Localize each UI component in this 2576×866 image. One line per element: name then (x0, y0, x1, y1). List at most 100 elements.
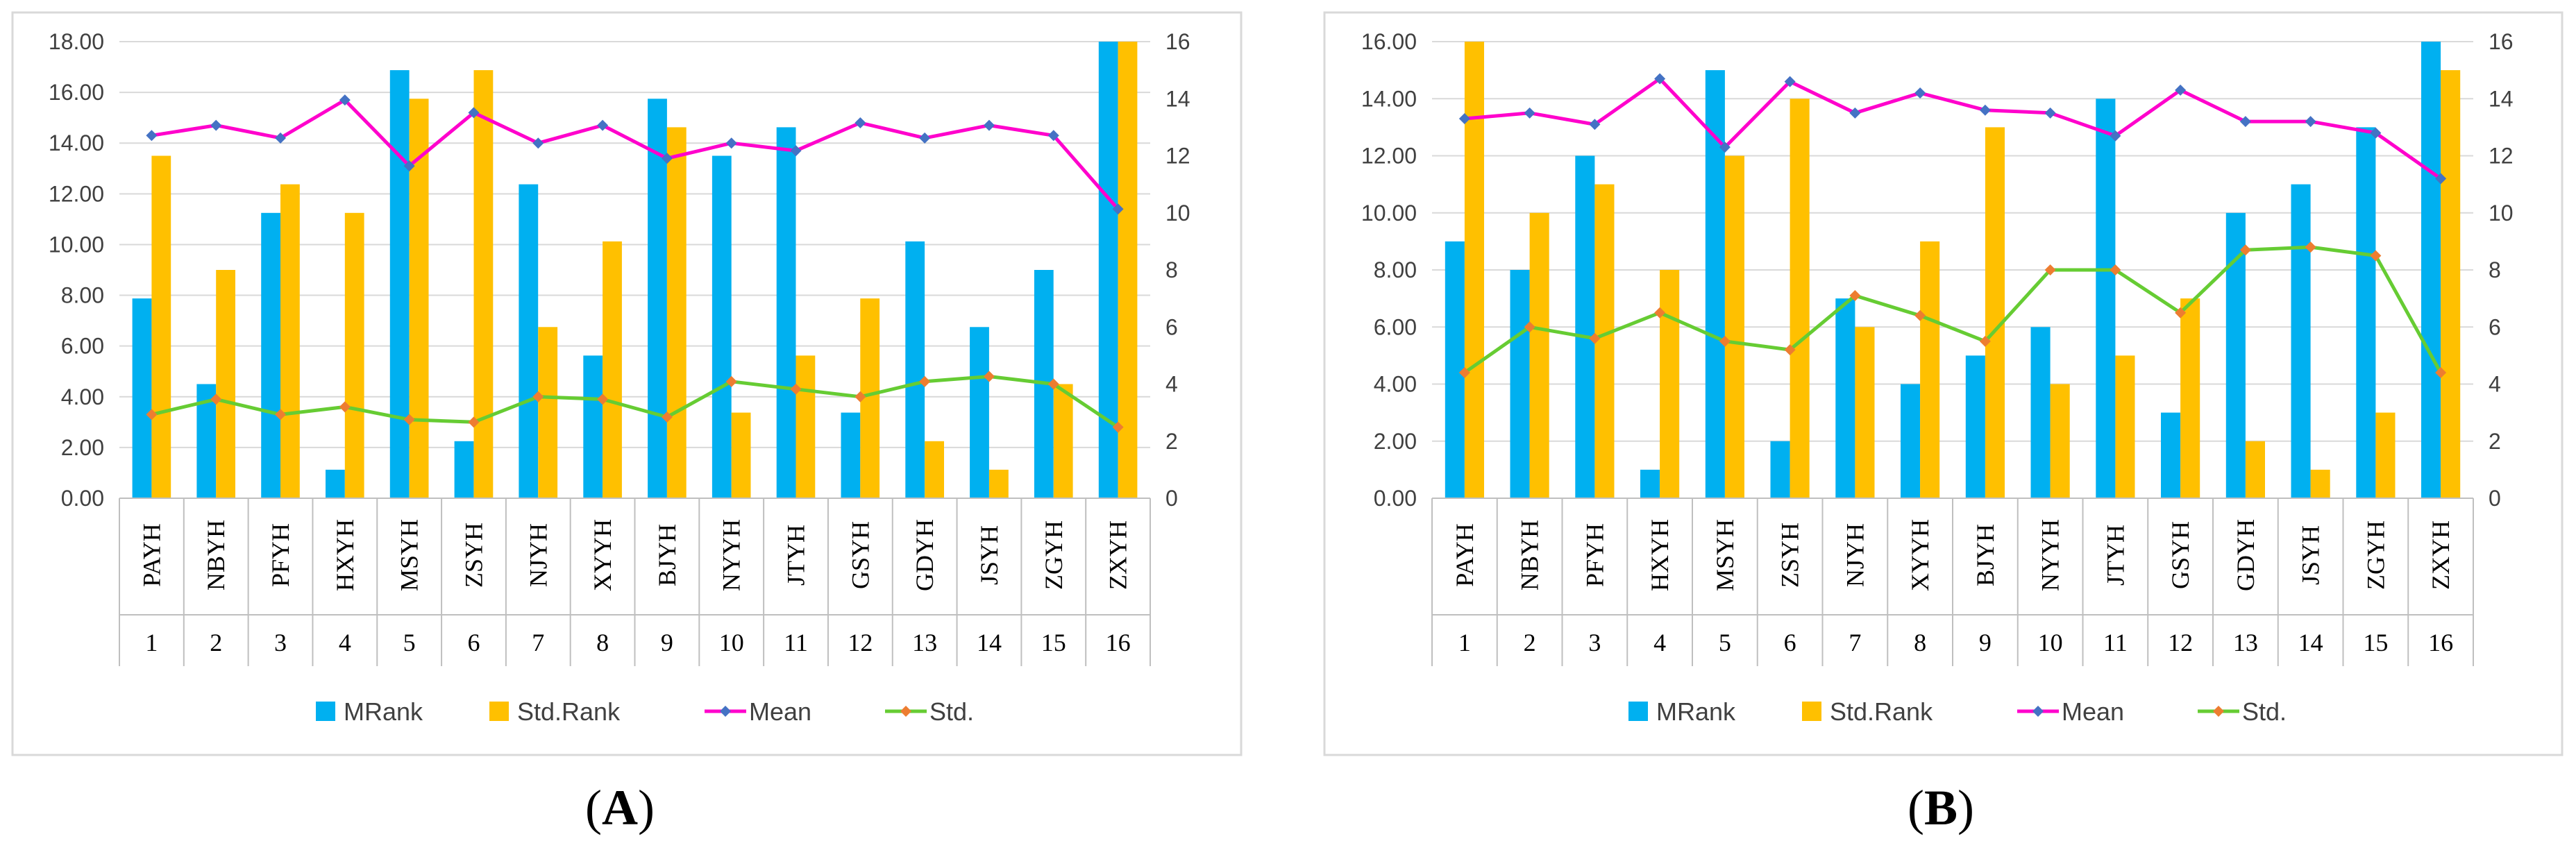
category-number: 15 (2363, 629, 2388, 656)
category-number: 6 (467, 629, 480, 656)
std-rank-bar (925, 441, 944, 499)
mean-point (2305, 116, 2316, 128)
category-label: ZSYH (1776, 523, 1804, 588)
category-number: 6 (1784, 629, 1796, 656)
mean-point (1979, 104, 1991, 116)
std-point (1719, 335, 1731, 347)
left-axis-tick-label: 4.00 (1374, 372, 1417, 397)
std-rank-bar (731, 412, 751, 498)
mrank-bar (1835, 298, 1855, 498)
mrank-bar (2161, 412, 2181, 498)
category-number: 10 (719, 629, 744, 656)
category-number: 11 (784, 629, 808, 656)
category-label: XYYH (589, 519, 616, 591)
std-point (919, 375, 931, 387)
caption-b-letter: B (1924, 780, 1958, 835)
right-axis-tick-label: 4 (2489, 372, 2501, 397)
std-point (1784, 344, 1796, 356)
mrank-bar (1575, 155, 1595, 498)
mrank-bar (776, 127, 796, 498)
category-label: ZGYH (2362, 520, 2389, 590)
std-point (468, 416, 480, 428)
category-label: BJYH (653, 524, 681, 586)
legend-mrank-swatch (1628, 702, 1648, 721)
category-number: 16 (2428, 629, 2453, 656)
mrank-bar (2356, 127, 2376, 498)
mrank-bar (1640, 469, 1660, 498)
mean-point (275, 132, 287, 144)
caption-b-open: ( (1908, 780, 1924, 835)
category-label: ZXYH (2427, 520, 2455, 590)
std-point (855, 391, 866, 402)
mean-point (146, 130, 158, 142)
right-axis-tick-label: 0 (2489, 486, 2501, 511)
mean-point (983, 119, 995, 131)
std-point (2370, 250, 2382, 262)
std-rank-bar (216, 270, 235, 498)
category-label: ZXYH (1104, 520, 1132, 590)
category-number: 16 (1106, 629, 1131, 656)
std-rank-bar (1118, 42, 1138, 498)
mrank-bar (1445, 241, 1465, 498)
category-label: ZSYH (460, 523, 487, 588)
mrank-bar (1965, 355, 1985, 498)
category-label: ZGYH (1040, 520, 1068, 590)
left-axis-tick-label: 12.00 (1361, 144, 1417, 169)
legend-marker (720, 706, 731, 717)
category-number: 14 (977, 629, 1002, 656)
mean-line (151, 98, 1120, 210)
mean-point (661, 153, 673, 164)
legend-marker (900, 706, 911, 717)
std-rank-bar (473, 70, 494, 499)
std-point (146, 409, 158, 421)
mrank-bar (648, 99, 667, 499)
category-number: 3 (1588, 629, 1601, 656)
right-axis-tick-label: 2 (1165, 429, 1178, 454)
std-point (1112, 421, 1124, 433)
left-axis-tick-label: 0.00 (1374, 486, 1417, 511)
std-point (2435, 367, 2447, 379)
caption-b: (B) (1908, 780, 1974, 835)
std-rank-bar (2115, 355, 2135, 498)
std-rank-bar (666, 127, 687, 498)
legend-std-rank-swatch (1802, 702, 1821, 721)
mrank-bar (326, 469, 345, 498)
mrank-bar (1770, 441, 1790, 499)
std-point (2044, 264, 2056, 275)
std-rank-bar (2180, 298, 2200, 498)
right-axis-tick-label: 12 (2489, 144, 2514, 169)
mrank-bar (1705, 70, 1725, 499)
right-axis-tick-label: 6 (1165, 314, 1178, 339)
std-rank-bar (1920, 241, 1940, 498)
std-point (210, 393, 222, 405)
mrank-bar (1510, 270, 1530, 498)
category-number: 4 (1653, 629, 1666, 656)
mean-point (1654, 73, 1666, 85)
category-number: 13 (912, 629, 937, 656)
std-rank-bar (2310, 469, 2330, 498)
category-label: NJYH (524, 523, 552, 587)
category-number: 2 (1524, 629, 1536, 656)
category-label: BJYH (1971, 524, 1999, 586)
std-point (275, 409, 287, 421)
std-point (1589, 332, 1601, 344)
left-axis-tick-label: 2.00 (61, 435, 104, 460)
mean-point (210, 119, 222, 131)
right-axis-tick-label: 2 (2489, 429, 2501, 454)
std-rank-bar (795, 355, 816, 498)
mean-point (1524, 107, 1535, 119)
legend-label: Std. (929, 697, 974, 726)
left-axis-tick-label: 8.00 (61, 283, 104, 308)
std-point (2175, 307, 2187, 319)
std-point (339, 401, 351, 413)
mrank-bar (2096, 99, 2116, 499)
mean-point (1849, 107, 1861, 119)
mrank-bar (1901, 384, 1921, 498)
category-label: PFYH (1581, 523, 1608, 587)
category-label: GSYH (846, 521, 874, 589)
mean-point (2175, 84, 2187, 96)
category-label: NYYH (2037, 519, 2064, 591)
chart-panel-b: 0.00 2.00 4.00 6.00 8.00 10.00 12.00 14.00 16.00… (1323, 11, 2564, 756)
right-axis-tick-label: 14 (2489, 86, 2514, 111)
category-number: 13 (2233, 629, 2258, 656)
